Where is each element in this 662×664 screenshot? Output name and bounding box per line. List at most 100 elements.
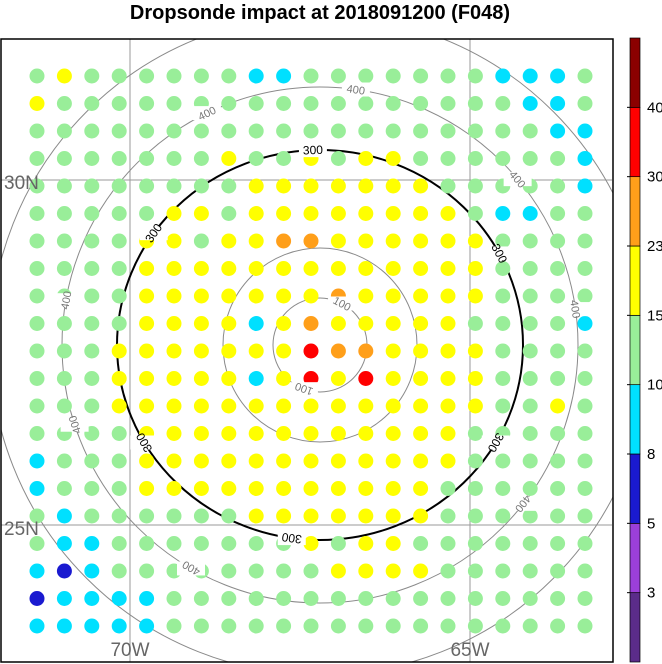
sonde-marker xyxy=(56,563,72,579)
ring-label-bg xyxy=(139,226,168,241)
sonde-marker xyxy=(139,371,155,386)
sonde-marker xyxy=(550,316,566,331)
sonde-marker xyxy=(276,481,292,496)
sonde-marker xyxy=(221,426,237,441)
sonde-marker xyxy=(550,536,566,551)
sonde-marker xyxy=(276,398,292,414)
colorbar-tick-label: 15 xyxy=(647,307,662,324)
sonde-marker xyxy=(248,398,264,414)
sonde-marker xyxy=(84,206,100,221)
sonde-marker xyxy=(495,261,511,276)
ring-label: 400 xyxy=(567,299,581,319)
sonde-marker xyxy=(413,618,429,634)
sonde-marker xyxy=(29,261,45,276)
sonde-marker xyxy=(139,343,155,359)
sonde-marker xyxy=(248,508,264,524)
sonde-marker xyxy=(495,398,511,414)
sonde-marker xyxy=(467,398,483,414)
sonde-marker xyxy=(385,398,401,414)
sonde-marker xyxy=(330,481,346,496)
sonde-marker xyxy=(111,453,127,469)
sonde-marker xyxy=(139,261,155,276)
sonde-marker xyxy=(495,618,511,634)
sonde-marker xyxy=(139,536,155,551)
sonde-marker xyxy=(385,96,401,111)
sonde-marker xyxy=(358,618,374,634)
sonde-marker xyxy=(29,96,45,111)
sonde-marker xyxy=(29,206,45,221)
sonde-marker xyxy=(550,261,566,276)
sonde-marker xyxy=(166,96,182,111)
sonde-marker xyxy=(276,151,292,166)
sonde-marker xyxy=(577,591,593,606)
sonde-marker xyxy=(248,563,264,579)
sonde-marker xyxy=(111,426,127,441)
sonde-marker xyxy=(248,481,264,496)
colorbar-tick-label: 10 xyxy=(647,377,662,394)
sonde-marker xyxy=(193,316,209,331)
colorbar-segment xyxy=(629,314,641,386)
sonde-marker xyxy=(56,316,72,331)
sonde-marker xyxy=(139,508,155,524)
sonde-marker xyxy=(166,508,182,524)
sonde-marker xyxy=(440,371,456,386)
sonde-marker xyxy=(550,96,566,111)
sonde-marker xyxy=(166,123,182,139)
sonde-marker xyxy=(276,508,292,524)
sonde-marker xyxy=(385,481,401,496)
sonde-marker xyxy=(221,68,237,84)
sonde-marker xyxy=(358,398,374,414)
sonde-marker xyxy=(111,563,127,579)
sonde-marker xyxy=(440,178,456,194)
sonde-marker xyxy=(413,261,429,276)
sonde-marker xyxy=(550,563,566,579)
sonde-marker xyxy=(111,261,127,276)
ring-label-bg xyxy=(277,531,306,546)
sonde-marker xyxy=(166,398,182,414)
sonde-marker xyxy=(413,371,429,386)
sonde-marker xyxy=(550,206,566,221)
sonde-marker xyxy=(550,68,566,84)
sonde-marker xyxy=(550,453,566,469)
sonde-marker xyxy=(385,618,401,634)
sonde-marker xyxy=(577,536,593,551)
sonde-marker xyxy=(358,288,374,304)
sonde-marker xyxy=(495,508,511,524)
sonde-marker xyxy=(84,233,100,249)
sonde-marker xyxy=(303,68,319,84)
ring-label: 300 xyxy=(281,530,303,547)
sonde-marker xyxy=(385,206,401,221)
sonde-marker xyxy=(166,453,182,469)
sonde-marker xyxy=(166,343,182,359)
sonde-marker xyxy=(193,618,209,634)
sonde-marker xyxy=(84,536,100,551)
ring-label: 400 xyxy=(346,83,366,97)
ring-label-bg xyxy=(561,302,590,317)
colorbar-segment xyxy=(629,106,641,178)
sonde-marker xyxy=(248,123,264,139)
sonde-marker xyxy=(166,288,182,304)
sonde-marker xyxy=(193,206,209,221)
sonde-marker xyxy=(139,288,155,304)
sonde-marker xyxy=(385,178,401,194)
sonde-marker xyxy=(358,261,374,276)
ring-label-bg xyxy=(481,435,510,450)
sonde-marker xyxy=(413,563,429,579)
sonde-marker xyxy=(522,481,538,496)
sonde-marker xyxy=(248,591,264,606)
sonde-marker xyxy=(276,563,292,579)
ring-label: 400 xyxy=(67,414,84,435)
colorbar-segment xyxy=(629,384,641,455)
sonde-marker xyxy=(84,563,100,579)
sonde-marker xyxy=(303,536,319,551)
sonde-marker xyxy=(440,288,456,304)
sonde-marker xyxy=(84,453,100,469)
sonde-marker xyxy=(413,178,429,194)
sonde-marker xyxy=(303,563,319,579)
sonde-marker xyxy=(248,206,264,221)
sonde-marker xyxy=(84,481,100,496)
sonde-marker xyxy=(56,398,72,414)
sonde-marker xyxy=(385,233,401,249)
sonde-marker xyxy=(577,371,593,386)
sonde-marker xyxy=(577,618,593,634)
